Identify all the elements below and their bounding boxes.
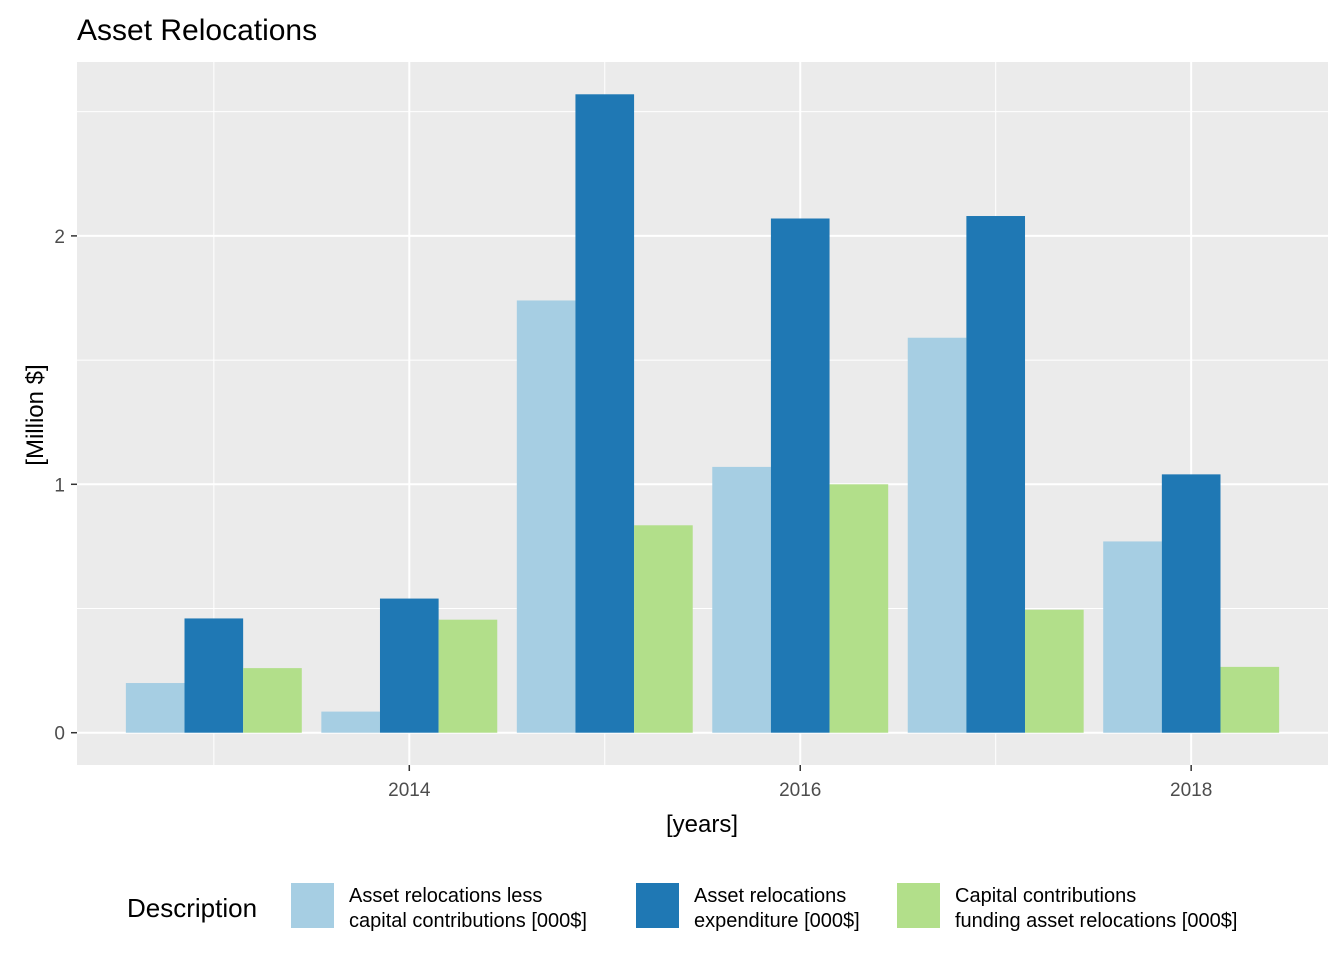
bar [379,598,439,733]
chart-title: Asset Relocations [77,14,317,47]
legend-key [897,883,940,928]
bar [829,484,889,733]
bar [1025,609,1084,733]
bar [1220,666,1280,733]
legend-label: Asset relocations expenditure [000$] [694,885,860,932]
legend-label: Asset relocations less capital contributi… [349,885,587,932]
bar [1103,541,1162,733]
legend-title: Description [127,893,257,923]
legend-key [636,883,679,928]
bar [770,218,830,733]
bar [1161,474,1221,733]
y-tick-label: 1 [54,475,65,496]
x-tick-label: 2016 [779,780,821,801]
bar [575,94,635,733]
bar [125,683,185,733]
bar [321,711,380,733]
bar [184,618,244,733]
y-axis-title: [Million $] [22,364,49,465]
x-tick-label: 2018 [1170,780,1212,801]
x-axis-title: [years] [666,811,738,838]
bar [634,525,693,733]
bar [516,300,576,733]
y-tick-label: 0 [54,724,65,745]
legend-key [291,883,334,928]
bar [243,668,302,733]
x-tick-label: 2014 [388,780,431,801]
x-axis: 2014 2016 2018 [388,765,1212,801]
bar [712,466,771,733]
bar [438,619,498,733]
bar [907,337,967,733]
legend-label: Capital contributions funding asset reloc… [955,885,1237,932]
bar [966,216,1026,733]
y-tick-label: 2 [54,227,65,248]
bars [125,94,1280,733]
y-axis: 0 1 2 [54,227,77,745]
legend: Description Asset relocations less capita… [127,883,1237,932]
